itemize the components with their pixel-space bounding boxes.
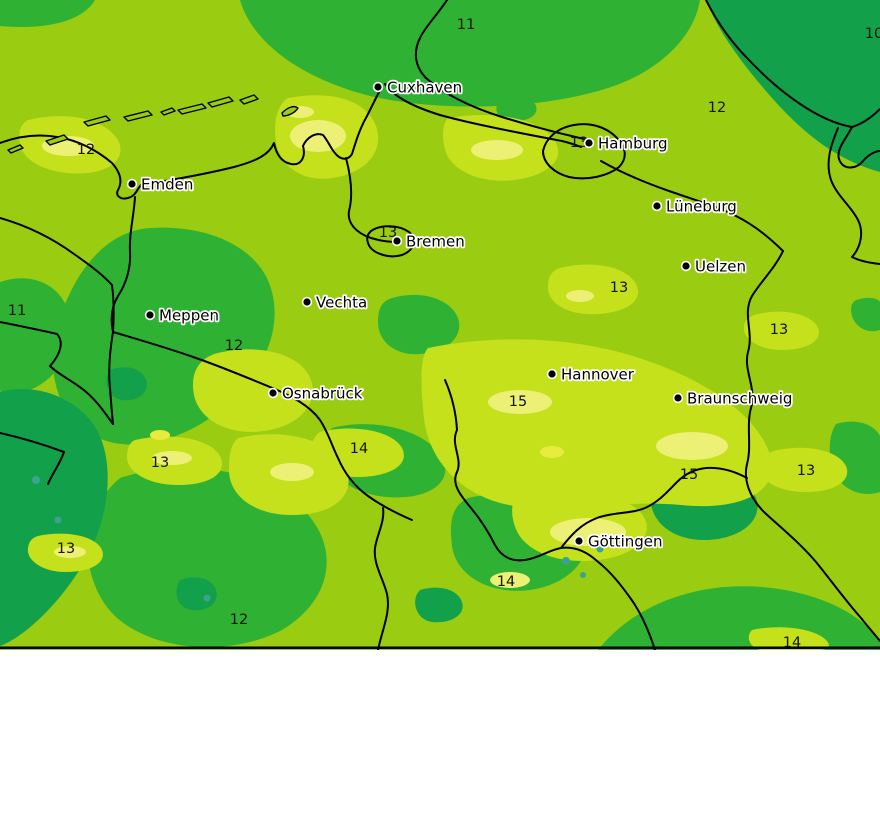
temp-value-label: 14: [350, 441, 368, 457]
city-dot: [301, 296, 313, 308]
city-marker-hamburg: Hamburg: [583, 133, 669, 154]
islands: [7, 94, 299, 154]
temp-value-label: 10: [865, 26, 880, 42]
city-name-label: Emden: [141, 176, 193, 194]
city-marker-bremen: Bremen: [391, 231, 466, 252]
temperature-shading: [0, 0, 880, 650]
temp-value-label: 15: [680, 467, 698, 483]
temperature-map: 11 10 12 13 12 13 13 11 12 13 15 13 15 13 14 13 12 14 14 C…: [0, 0, 880, 651]
city-marker-hannover: Hannover: [546, 364, 636, 385]
city-name-label: Hannover: [561, 366, 635, 384]
temp-value-label: 14: [497, 574, 515, 590]
temp-value-label: 13: [770, 322, 788, 338]
city-dot: [391, 235, 403, 247]
city-dot: [267, 387, 279, 399]
city-name-label: Cuxhaven: [387, 79, 462, 97]
city-marker-osnabrck: Osnabrück: [267, 383, 364, 404]
city-marker-lneburg: Lüneburg: [651, 196, 738, 217]
city-marker-emden: Emden: [126, 174, 195, 195]
temp-value-label: 13: [151, 455, 169, 471]
temp-value-label: 13: [379, 225, 397, 241]
city-dot: [651, 200, 663, 212]
city-marker-cuxhaven: Cuxhaven: [372, 77, 464, 98]
temp-value-label: 12: [230, 612, 248, 628]
borders-and-coastlines: [0, 0, 880, 651]
city-dot: [546, 368, 558, 380]
city-name-label: Lüneburg: [666, 198, 737, 216]
map-bottom-frame: [0, 646, 880, 649]
temp-value-label: 12: [708, 100, 726, 116]
city-name-label: Osnabrück: [282, 385, 363, 403]
temp-value-label: 13: [570, 135, 588, 151]
temp-value-label: 11: [457, 17, 475, 33]
temp-value-label: 15: [509, 394, 527, 410]
temp-value-label: 13: [57, 541, 75, 557]
city-marker-gttingen: Göttingen: [573, 531, 664, 552]
city-dot: [680, 260, 692, 272]
city-name-label: Vechta: [316, 294, 367, 312]
city-dot: [573, 535, 585, 547]
city-name-label: Hamburg: [598, 135, 668, 153]
temp-value-label: 12: [225, 338, 243, 354]
city-dot: [672, 392, 684, 404]
temp-value-label: 11: [8, 303, 26, 319]
city-marker-vechta: Vechta: [301, 292, 369, 313]
city-name-label: Meppen: [159, 307, 219, 325]
city-dot: [583, 137, 595, 149]
caption-area: Temperatur in 2m (in °C) Modell: ICON-D2…: [0, 650, 880, 830]
city-dot: [126, 178, 138, 190]
city-name-label: Braunschweig: [687, 390, 792, 408]
city-markers-layer: Cuxhaven Hamburg Emden Lüneburg Bremen Uelzen…: [126, 77, 794, 552]
city-name-label: Göttingen: [588, 533, 663, 551]
temp-value-label: 12: [77, 142, 95, 158]
city-dot: [372, 81, 384, 93]
city-marker-uelzen: Uelzen: [680, 256, 748, 277]
city-marker-meppen: Meppen: [144, 305, 221, 326]
city-dot: [144, 309, 156, 321]
city-name-label: Bremen: [406, 233, 465, 251]
temp-value-label: 13: [610, 280, 628, 296]
city-name-label: Uelzen: [695, 258, 746, 276]
city-marker-braunschweig: Braunschweig: [672, 388, 794, 409]
temp-value-label: 13: [797, 463, 815, 479]
